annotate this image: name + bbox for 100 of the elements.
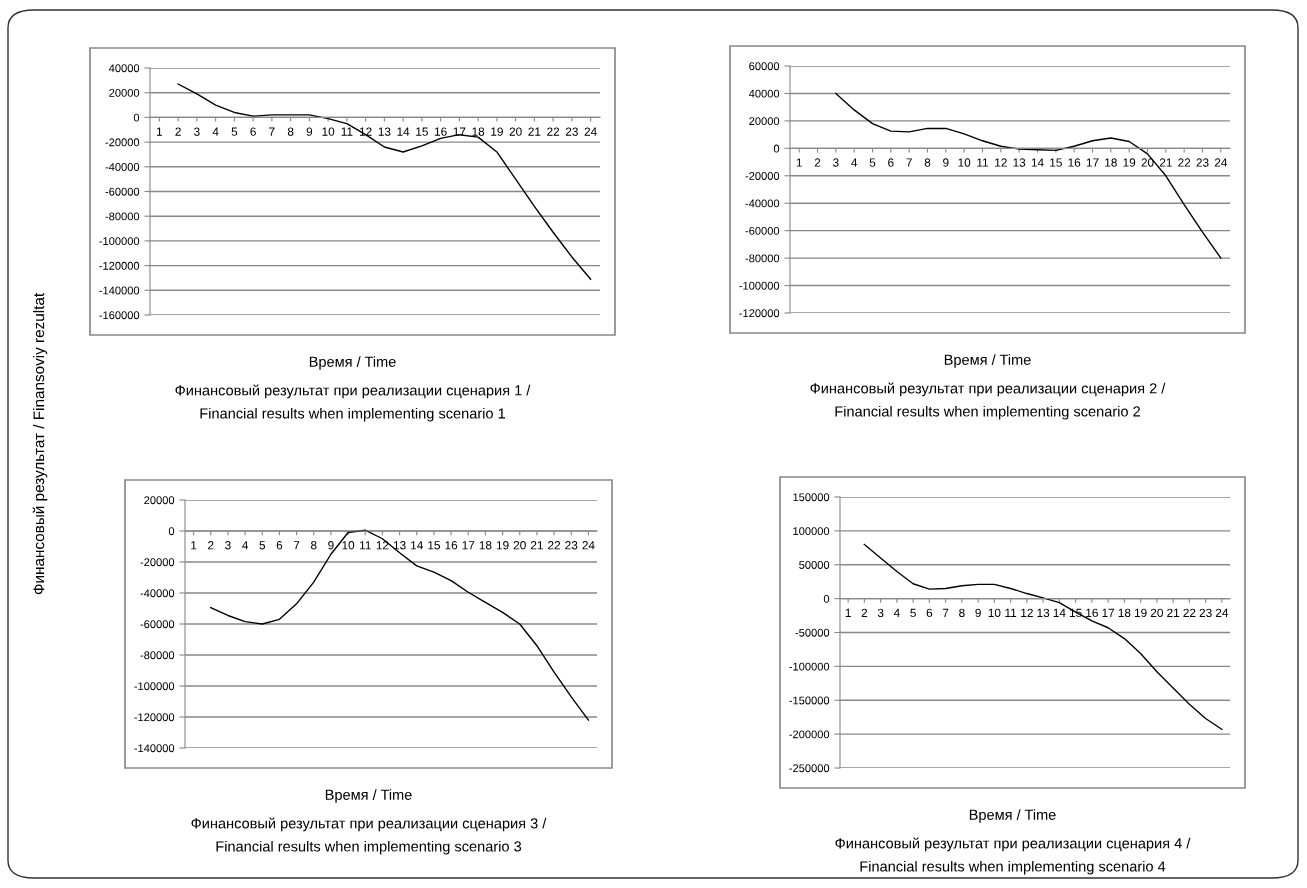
x-tick-label: 18 <box>479 541 492 550</box>
x-tick-label: 14 <box>397 127 410 136</box>
y-tick-label: -100000 <box>739 281 780 290</box>
y-tick-label: -160000 <box>99 311 140 320</box>
y-tick-label: 0 <box>168 527 175 536</box>
x-tick-label: 17 <box>1102 608 1115 617</box>
x-tick-label: 2 <box>814 158 821 167</box>
y-tick-label: 40000 <box>108 64 140 73</box>
x-tick-label: 16 <box>1086 608 1098 618</box>
x-tick-label: 11 <box>341 127 353 136</box>
x-tick-label: 12 <box>376 541 389 550</box>
y-tick-label: 0 <box>773 144 780 153</box>
y-tick-label: -20000 <box>745 172 780 180</box>
y-tick-label: -120000 <box>134 713 175 722</box>
y-tick-label: 100000 <box>793 527 830 536</box>
x-tick-label: 4 <box>242 541 249 550</box>
x-tick-label: 12 <box>995 158 1007 167</box>
y-tick-label: 0 <box>133 113 140 122</box>
y-tick-label: -80000 <box>140 651 175 660</box>
x-tick-label: 2 <box>861 608 868 617</box>
text: Финансовый результат при реализации сценария 4 / Financial results when implementing scenario 4 <box>835 837 1191 875</box>
y-tick-label: -80000 <box>105 212 140 221</box>
x-tick-label: 5 <box>869 158 876 167</box>
x-tick-label: 10 <box>322 127 335 136</box>
x-tick-label: 9 <box>975 608 981 618</box>
x-tick-label: 7 <box>293 541 300 550</box>
text: Финансовый результат при реализации сценария 1 / Financial results when implementing scenario 1 <box>175 384 531 422</box>
x-tick-label: 20 <box>1150 608 1163 618</box>
x-tick-label: 1 <box>191 541 197 550</box>
x-tick-label: 24 <box>582 541 595 550</box>
text: Финансовый результат при реализации сценария 2 / Financial results when implementing scenario 2 <box>810 382 1166 420</box>
x-tick-label: 2 <box>175 127 181 136</box>
x-tick-label: 15 <box>416 127 428 136</box>
x-tick-label: 22 <box>548 541 561 550</box>
x-tick-label: 4 <box>212 127 219 136</box>
x-tick-label: 21 <box>1159 158 1172 167</box>
y-tick-label: 20000 <box>749 117 780 126</box>
y-tick-label: 40000 <box>748 89 780 98</box>
x-tick-label: 20 <box>509 127 522 136</box>
x-axis-title: Время / Time <box>944 354 1031 368</box>
x-tick-label: 7 <box>906 158 912 167</box>
y-tick-label: -100000 <box>134 682 175 691</box>
y-tick-label: 0 <box>823 594 830 603</box>
x-axis-title: Время / Time <box>325 789 412 803</box>
y-tick-label: -150000 <box>789 696 830 705</box>
x-tick-label: 17 <box>462 541 475 550</box>
y-tick-label: -120000 <box>739 309 780 318</box>
x-tick-label: 18 <box>1118 608 1131 618</box>
y-tick-label: -20000 <box>105 138 140 147</box>
x-tick-label: 13 <box>1037 608 1050 618</box>
y-tick-label: -50000 <box>795 628 830 637</box>
x-tick-label: 5 <box>231 127 238 136</box>
x-axis-title: Время / Time <box>969 809 1056 823</box>
x-tick-label: 19 <box>1123 158 1136 167</box>
y-tick-label: -140000 <box>134 744 175 753</box>
y-tick-label: -200000 <box>789 730 830 739</box>
x-tick-label: 21 <box>530 541 543 550</box>
x-tick-label: 6 <box>276 541 283 550</box>
x-tick-label: 8 <box>310 541 317 550</box>
x-tick-label: 3 <box>833 158 839 167</box>
x-tick-label: 16 <box>434 127 447 136</box>
x-tick-label: 4 <box>851 158 858 167</box>
x-tick-label: 19 <box>496 541 509 550</box>
x-tick-label: 3 <box>877 608 884 618</box>
y-tick-label: -80000 <box>745 254 780 263</box>
x-tick-label: 21 <box>1167 608 1180 617</box>
y-tick-label: 150000 <box>793 493 830 502</box>
x-tick-label: 14 <box>1053 608 1066 617</box>
x-tick-label: 4 <box>893 608 900 617</box>
x-tick-label: 13 <box>393 541 406 550</box>
x-tick-label: 8 <box>959 608 965 618</box>
y-tick-label: -100000 <box>99 237 140 246</box>
y-tick-label: -250000 <box>789 764 830 773</box>
x-tick-label: 16 <box>1068 158 1081 167</box>
x-tick-label: 20 <box>513 541 526 550</box>
x-tick-label: 11 <box>1005 608 1017 617</box>
x-tick-label: 24 <box>584 127 597 136</box>
x-tick-label: 10 <box>342 541 355 550</box>
x-tick-label: 8 <box>924 158 931 167</box>
x-tick-label: 19 <box>1134 608 1147 618</box>
x-tick-label: 22 <box>1178 158 1191 167</box>
x-tick-label: 19 <box>491 127 503 136</box>
x-tick-label: 6 <box>926 608 933 618</box>
x-tick-label: 15 <box>1050 158 1062 167</box>
x-tick-label: 5 <box>910 608 916 618</box>
x-tick-label: 23 <box>1199 608 1212 618</box>
x-tick-label: 18 <box>472 127 485 136</box>
x-tick-label: 13 <box>1013 158 1026 167</box>
x-tick-label: 23 <box>565 127 578 136</box>
x-tick-label: 13 <box>378 127 391 136</box>
y-tick-label: -140000 <box>99 286 140 295</box>
x-tick-label: 14 <box>411 541 423 550</box>
x-tick-label: 1 <box>796 158 802 167</box>
text: Финансовый результат при реализации сценария 3 / Financial results when implementing scenario 3 <box>191 817 547 855</box>
x-tick-label: 11 <box>977 158 989 167</box>
x-tick-label: 21 <box>528 127 541 136</box>
x-tick-label: 24 <box>1215 608 1229 617</box>
y-tick-label: 60000 <box>749 62 780 71</box>
x-tick-label: 7 <box>269 127 275 136</box>
x-tick-label: 22 <box>1183 608 1196 617</box>
